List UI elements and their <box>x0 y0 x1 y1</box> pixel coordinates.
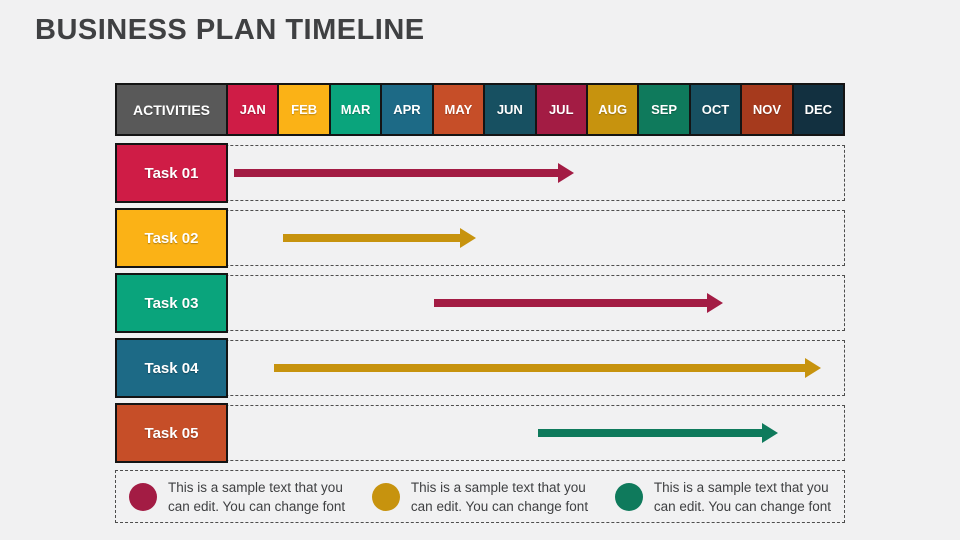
arrow-shaft <box>434 299 707 307</box>
arrow-shaft <box>274 364 805 372</box>
month-header-jul: JUL <box>536 85 586 134</box>
task-row-5: Task 05 <box>115 403 845 463</box>
page-title: BUSINESS PLAN TIMELINE <box>35 14 425 46</box>
arrow-head-icon <box>460 228 476 248</box>
legend-item-3: This is a sample text that you can edit.… <box>614 478 831 516</box>
legend-sample-text: This is a sample text that you can edit.… <box>654 478 831 516</box>
task-duration-arrow <box>283 228 476 248</box>
legend-item-1: This is a sample text that you can edit.… <box>129 478 345 516</box>
legend: This is a sample text that you can edit.… <box>115 470 845 523</box>
arrow-shaft <box>283 234 460 242</box>
task-label-block: Task 04 <box>115 338 228 398</box>
month-header-feb: FEB <box>279 85 329 134</box>
task-duration-arrow <box>538 423 778 443</box>
arrow-head-icon <box>762 423 778 443</box>
month-header-aug: AUG <box>587 85 638 134</box>
month-header-jan: JAN <box>228 85 278 134</box>
legend-bullet-circle-icon <box>371 482 400 511</box>
legend-sample-text: This is a sample text that you can edit.… <box>411 478 588 516</box>
month-header-nov: NOV <box>742 85 792 134</box>
month-header-oct: OCT <box>690 85 741 134</box>
month-header-row: ACTIVITIES JAN FEB MAR APR MAY JUN JUL A… <box>115 83 845 136</box>
arrow-head-icon <box>707 293 723 313</box>
task-label-block: Task 02 <box>115 208 228 268</box>
legend-text-line: This is a sample text that you <box>410 479 586 495</box>
legend-text-line: This is a sample text that you <box>168 479 343 495</box>
arrow-shaft <box>234 169 558 177</box>
task-row-1: Task 01 <box>115 143 845 203</box>
task-row-2: Task 02 <box>115 208 845 268</box>
arrow-head-icon <box>805 358 821 378</box>
activities-header-cell: ACTIVITIES <box>117 85 226 134</box>
task-label-block: Task 05 <box>115 403 228 463</box>
month-header-dec: DEC <box>793 85 844 134</box>
task-label-block: Task 01 <box>115 143 228 203</box>
task-duration-arrow <box>234 163 574 183</box>
legend-sample-text: This is a sample text that you can edit.… <box>168 478 345 516</box>
timeline-table: ACTIVITIES JAN FEB MAR APR MAY JUN JUL A… <box>115 83 845 523</box>
task-duration-arrow <box>434 293 723 313</box>
month-header-apr: APR <box>382 85 432 134</box>
task-row-4: Task 04 <box>115 338 845 398</box>
legend-item-2: This is a sample text that you can edit.… <box>371 478 588 516</box>
month-header-mar: MAR <box>330 85 381 134</box>
month-header-sep: SEP <box>639 85 689 134</box>
legend-bullet-circle-icon <box>129 482 157 511</box>
arrow-shaft <box>538 429 762 437</box>
legend-bullet-circle-icon <box>614 482 643 511</box>
task-duration-arrow <box>274 358 821 378</box>
arrow-head-icon <box>558 163 574 183</box>
month-header-jun: JUN <box>485 85 535 134</box>
legend-text-line: can edit. You can change font <box>168 498 346 514</box>
legend-text-line: This is a sample text that you <box>653 479 829 495</box>
legend-text-line: can edit. You can change font <box>653 498 831 514</box>
task-label-block: Task 03 <box>115 273 228 333</box>
legend-text-line: can edit. You can change font <box>410 498 589 514</box>
task-row-3: Task 03 <box>115 273 845 333</box>
month-header-may: MAY <box>433 85 484 134</box>
